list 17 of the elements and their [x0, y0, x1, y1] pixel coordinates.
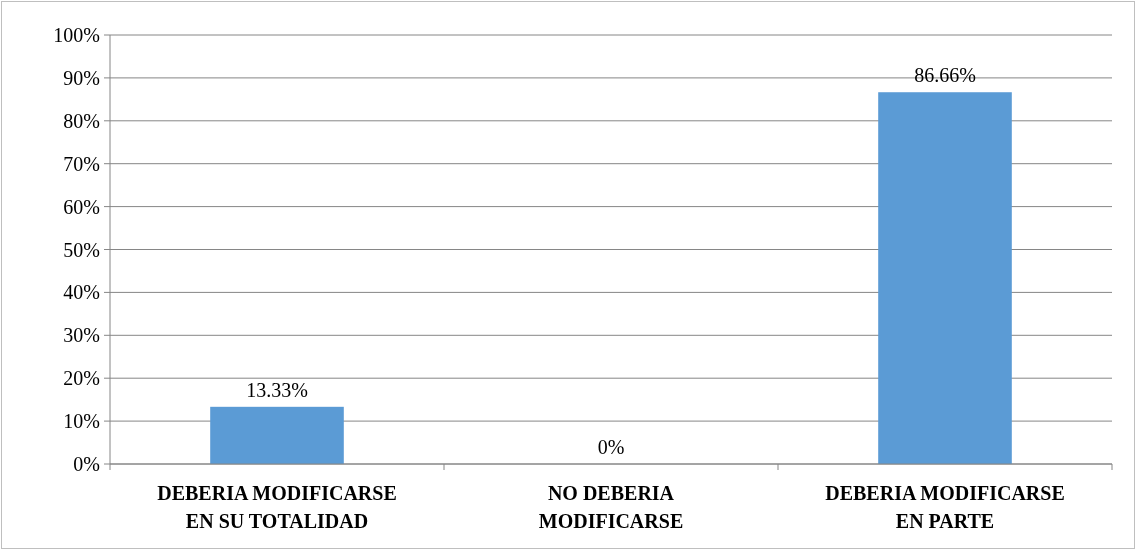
y-tick-label: 60% [63, 195, 100, 218]
y-tick-label: 50% [63, 238, 100, 261]
y-tick-label: 20% [63, 367, 100, 390]
data-label: 86.66% [914, 64, 976, 87]
x-tick-label: DEBERIA MODIFICARSE EN PARTE [825, 482, 1065, 532]
y-tick-label: 0% [73, 453, 100, 475]
y-tick-label: 30% [63, 324, 100, 347]
y-tick-label: 70% [63, 152, 100, 175]
x-tick-label: NO DEBERIA MODIFICARSE [538, 482, 684, 532]
y-tick-label: 90% [63, 66, 100, 89]
y-tick-label: 100% [53, 24, 100, 46]
x-tick-label: DEBERIA MODIFICARSE EN SU TOTALIDAD [157, 482, 397, 532]
y-tick-label: 80% [63, 109, 100, 132]
data-label: 0% [597, 436, 625, 458]
data-label: 13.33% [246, 378, 308, 401]
y-tick-label: 10% [63, 410, 100, 433]
y-tick-label: 40% [63, 281, 100, 304]
